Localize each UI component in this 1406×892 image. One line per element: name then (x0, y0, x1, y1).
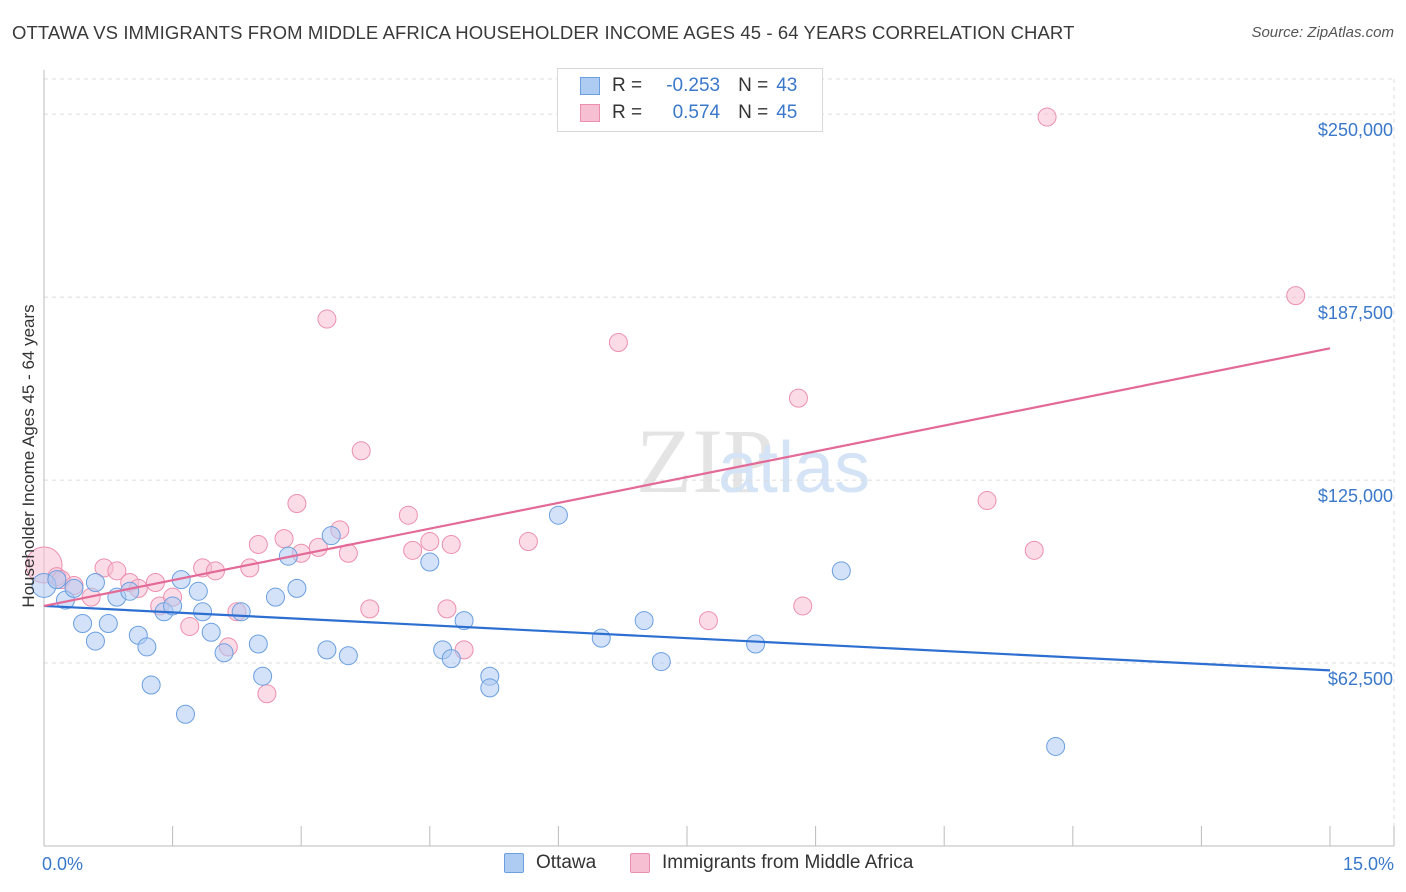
africa-legend-swatch (630, 853, 650, 873)
series-legend: Ottawa Immigrants from Middle Africa (0, 852, 1406, 878)
ottawa-point (651, 652, 671, 672)
legend-n-value: 45 (776, 102, 798, 123)
ottawa-point (1046, 736, 1066, 756)
ottawa-point (338, 646, 358, 666)
africa-points (25, 107, 1306, 704)
africa-point (1037, 107, 1057, 127)
africa-point (398, 505, 418, 525)
ottawa-point (73, 614, 93, 634)
y-axis-title: Householder Income Ages 45 - 64 years (19, 304, 38, 607)
ottawa-legend-swatch (504, 853, 524, 873)
legend-r-value: -0.253 (666, 75, 721, 96)
legend-row-africa: R = 0.574 N = 45 (580, 100, 797, 126)
africa-point (788, 388, 808, 408)
africa-point (180, 616, 200, 636)
africa-point (403, 540, 423, 560)
ottawa-point (420, 552, 440, 572)
ottawa-point (175, 704, 195, 724)
africa-point (608, 332, 628, 352)
ottawa-point (98, 614, 118, 634)
africa-point (240, 558, 260, 578)
ottawa-point (193, 602, 213, 622)
africa-trend-line (43, 347, 1331, 608)
ottawa-point (591, 628, 611, 648)
africa-point (317, 309, 337, 329)
africa-point (360, 599, 380, 619)
legend-row-ottawa: R = -0.253 N = 43 (580, 73, 797, 99)
chart-title: OTTAWA VS IMMIGRANTS FROM MIDDLE AFRICA … (12, 22, 1075, 43)
africa-point (437, 599, 457, 619)
ottawa-point (85, 631, 105, 651)
africa-point (698, 611, 718, 631)
y-tick-label: $250,000 (1318, 120, 1393, 140)
africa-point (248, 534, 268, 554)
y-tick-label: $187,500 (1318, 303, 1393, 323)
ottawa-point (287, 578, 307, 598)
ottawa-point (265, 587, 285, 607)
trend-lines (43, 347, 1331, 672)
source-label: Source: ZipAtlas.com (1251, 24, 1394, 41)
legend-item-africa[interactable]: Immigrants from Middle Africa (630, 852, 913, 874)
legend-item-ottawa[interactable]: Ottawa (504, 852, 596, 874)
watermark-atlas: atlas (718, 428, 870, 508)
ottawa-point (85, 573, 105, 593)
ottawa-point (120, 581, 140, 601)
ottawa-point (163, 596, 183, 616)
ottawa-points (31, 505, 1066, 756)
correlation-legend: R = -0.253 N = 43 R = 0.574 N = 45 (557, 68, 823, 132)
legend-r-label: R = (612, 102, 643, 123)
y-tick-label: $62,500 (1328, 669, 1393, 689)
ottawa-point (201, 622, 221, 642)
ottawa-point (746, 634, 766, 654)
ottawa-point (831, 561, 851, 581)
ottawa-point (141, 675, 161, 695)
ottawa-point (47, 570, 67, 590)
africa-point (257, 684, 277, 704)
legend-n-value: 43 (776, 75, 798, 96)
x-tick-label-min: 0.0% (42, 854, 83, 874)
ottawa-point (253, 666, 273, 686)
axis-labels: $62,500 $125,000 $187,500 $250,000 0.0% 15.0%… (19, 120, 1394, 874)
africa-point (274, 529, 294, 549)
x-tick-label-max: 15.0% (1343, 854, 1394, 874)
ottawa-point (248, 634, 268, 654)
legend-r-value: 0.574 (672, 102, 721, 123)
africa-swatch (580, 104, 600, 122)
africa-point (977, 491, 997, 511)
y-tick-label: $125,000 (1318, 486, 1393, 506)
ottawa-point (214, 643, 234, 663)
watermark: ZIP atlas (636, 410, 870, 512)
axes (43, 70, 1395, 847)
africa-point (441, 534, 461, 554)
ottawa-point (64, 578, 84, 598)
ottawa-point (634, 611, 654, 631)
ottawa-point (480, 678, 500, 698)
legend-r-label: R = (612, 75, 643, 96)
legend-n-label: N = (738, 75, 769, 96)
ottawa-point (188, 581, 208, 601)
africa-point (793, 596, 813, 616)
legend-africa-label: Immigrants from Middle Africa (662, 852, 914, 873)
ottawa-point (317, 640, 337, 660)
africa-point (420, 532, 440, 552)
ottawa-point (137, 637, 157, 657)
africa-point (1024, 540, 1044, 560)
ottawa-point (454, 611, 474, 631)
legend-ottawa-label: Ottawa (536, 852, 597, 873)
africa-point (107, 561, 127, 581)
africa-point (351, 441, 371, 461)
ottawa-point (441, 649, 461, 669)
africa-point (518, 532, 538, 552)
legend-n-label: N = (738, 102, 769, 123)
ottawa-point (548, 505, 568, 525)
ottawa-trend-line (43, 604, 1331, 672)
africa-point (287, 493, 307, 513)
ottawa-point (321, 526, 341, 546)
ottawa-swatch (580, 77, 600, 95)
watermark-zip: ZIP (636, 410, 774, 512)
ottawa-point (231, 602, 251, 622)
africa-point (1286, 286, 1306, 306)
